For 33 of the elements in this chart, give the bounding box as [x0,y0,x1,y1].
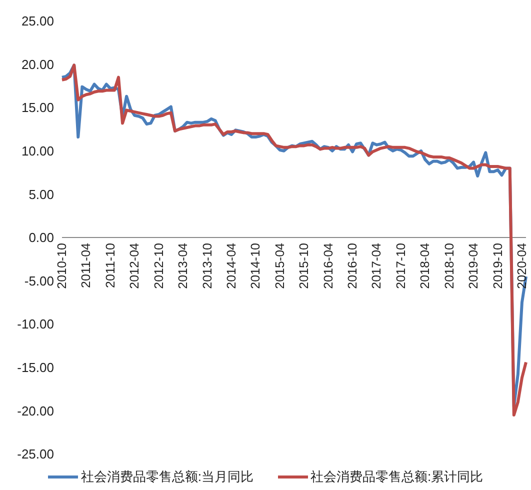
x-tick-label: 2017-10 [394,242,408,289]
x-tick-label: 2013-10 [200,242,214,289]
x-tick-label: 2015-04 [272,242,287,289]
x-tick-label: 2016-04 [321,242,336,289]
x-tick-label: 2016-10 [346,242,360,289]
y-tick-label: -20.00 [17,403,54,418]
y-tick-label: -10.00 [17,316,54,332]
x-tick-label: 2011-04 [79,242,94,288]
x-tick-label: 2013-04 [176,242,190,289]
x-tick-label: 2011-10 [103,242,118,288]
y-tick-label: 15.00 [21,100,54,116]
y-tick-label: 25.00 [21,14,54,29]
x-tick-label: 2017-04 [370,242,384,289]
x-tick-label: 2018-10 [442,242,456,289]
y-tick-label: -5.00 [24,273,54,288]
x-tick-label: 2014-10 [248,242,263,289]
y-tick-label: 0.00 [28,230,54,246]
x-tick-label: 2019-10 [490,242,505,289]
y-tick-label: -25.00 [17,446,54,462]
x-tick-label: 2014-04 [224,242,238,289]
y-tick-label: -15.00 [17,360,54,376]
x-tick-label: 2012-10 [152,242,166,289]
x-tick-label: 2010-10 [55,242,69,289]
x-tick-label: 2020-04 [514,242,529,289]
x-tick-label: 2019-04 [466,242,481,289]
x-tick-label: 2015-10 [297,242,312,289]
x-tick-label: 2018-04 [418,242,432,289]
legend-label: 社会消费品零售总额:当月同比 [80,468,254,486]
y-tick-label: 5.00 [28,186,54,202]
x-tick-label: 2012-04 [128,242,142,289]
legend-label: 社会消费品零售总额:累计同比 [310,468,484,486]
y-tick-label: 20.00 [21,56,54,72]
y-tick-label: 10.00 [21,144,54,159]
